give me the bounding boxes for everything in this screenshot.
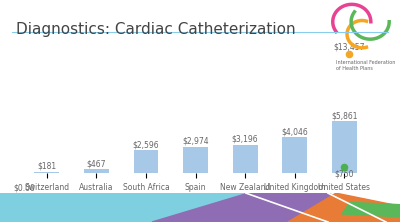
Text: $2,596: $2,596 [133, 140, 159, 149]
Bar [233, 145, 258, 173]
Bar [84, 169, 109, 173]
Point [346, 52, 352, 56]
Bar [282, 137, 307, 173]
Text: International Federation
of Health Plans: International Federation of Health Plans [336, 60, 395, 71]
Text: $3,196: $3,196 [232, 135, 258, 144]
Bar [134, 150, 158, 173]
Polygon shape [342, 202, 400, 217]
Text: $467: $467 [86, 159, 106, 168]
Text: $2,974: $2,974 [182, 137, 209, 146]
Text: $5,861: $5,861 [331, 111, 358, 120]
Polygon shape [288, 193, 400, 222]
Text: $0.00: $0.00 [13, 184, 35, 193]
Bar [183, 147, 208, 173]
Point [341, 165, 348, 168]
Bar [332, 121, 357, 173]
Text: $13,457: $13,457 [334, 42, 365, 52]
Bar [34, 172, 59, 173]
Polygon shape [152, 193, 400, 222]
Text: Diagnostics: Cardiac Catheterization: Diagnostics: Cardiac Catheterization [16, 22, 296, 37]
Text: $750: $750 [334, 169, 354, 178]
Polygon shape [0, 193, 400, 222]
Text: $4,046: $4,046 [281, 127, 308, 136]
Text: $181: $181 [37, 162, 56, 171]
